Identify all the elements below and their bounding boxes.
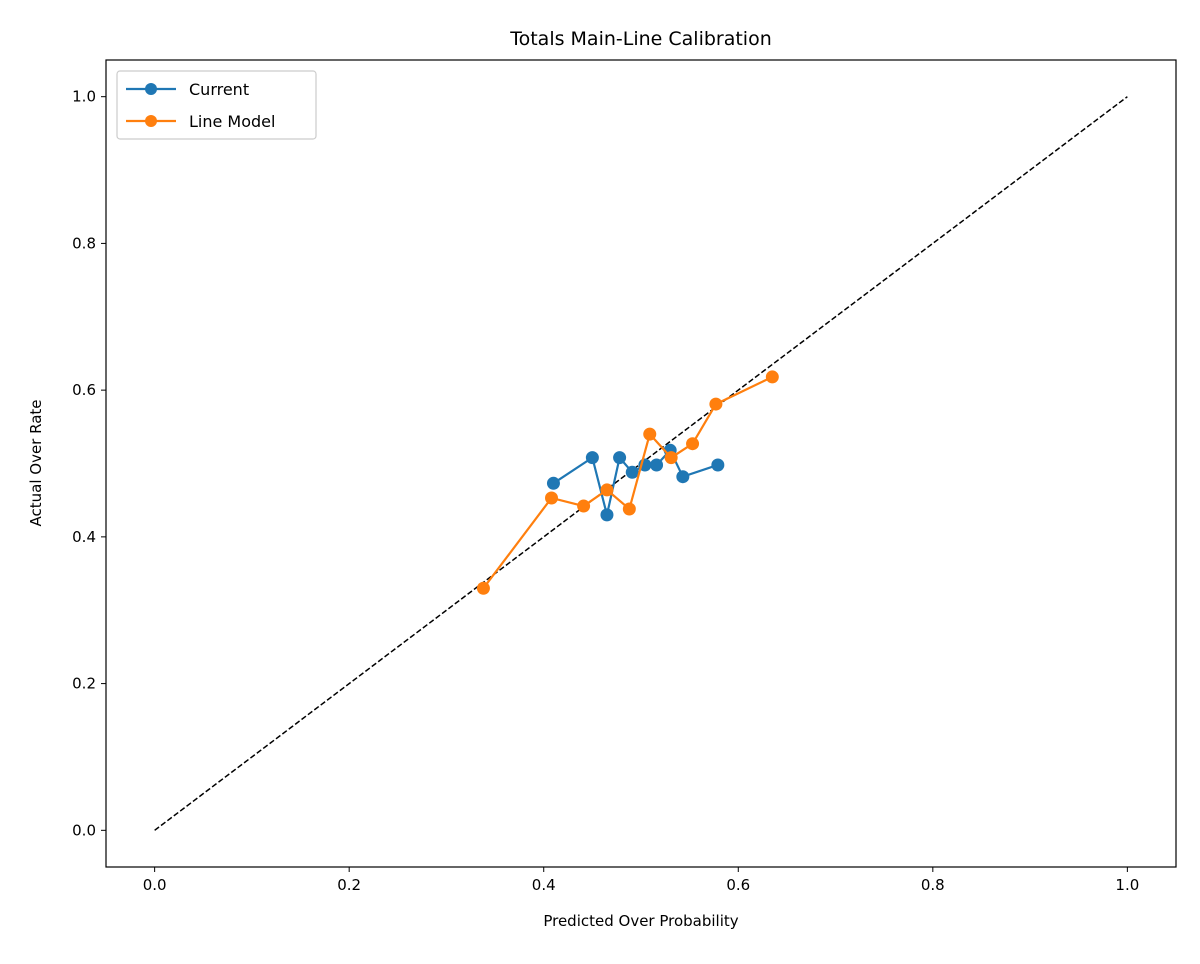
x-tick-label: 0.6 <box>726 876 750 894</box>
data-point <box>686 437 700 451</box>
data-point <box>625 465 639 479</box>
legend-marker-line-model <box>145 115 157 127</box>
data-point <box>577 499 591 513</box>
chart-title: Totals Main-Line Calibration <box>509 28 772 50</box>
y-tick-label: 0.8 <box>72 234 96 252</box>
y-tick-label: 0.4 <box>72 528 96 546</box>
x-tick-label: 0.8 <box>921 876 945 894</box>
data-point <box>765 370 779 384</box>
x-tick-label: 0.2 <box>337 876 361 894</box>
data-point <box>664 451 678 465</box>
legend-marker-current <box>145 83 157 95</box>
legend: Current Line Model <box>116 70 317 140</box>
data-point <box>585 451 599 465</box>
legend-label-current: Current <box>189 80 249 99</box>
series-line-0 <box>552 448 719 516</box>
data-point <box>622 502 636 516</box>
y-tick-label: 0.2 <box>72 675 96 693</box>
data-point <box>600 483 614 497</box>
data-point <box>476 581 490 595</box>
data-point <box>545 491 559 505</box>
series-line-1 <box>482 375 773 589</box>
x-tick-label: 0.0 <box>143 876 167 894</box>
data-point <box>600 508 614 522</box>
data-point <box>711 458 725 472</box>
x-tick-label: 0.4 <box>532 876 556 894</box>
y-tick-label: 0.0 <box>72 821 96 839</box>
y-axis-label: Actual Over Rate <box>27 399 45 526</box>
x-tick-label: 1.0 <box>1115 876 1139 894</box>
plot-frame <box>105 59 1177 868</box>
y-tick-label: 1.0 <box>72 88 96 106</box>
y-tick-label: 0.6 <box>72 381 96 399</box>
data-point <box>546 476 560 490</box>
data-point <box>650 458 664 472</box>
data-point <box>676 470 690 484</box>
x-axis-label: Predicted Over Probability <box>543 912 738 930</box>
data-point <box>643 427 657 441</box>
data-point <box>709 397 723 411</box>
legend-label-line-model: Line Model <box>189 112 275 131</box>
data-point <box>613 451 627 465</box>
